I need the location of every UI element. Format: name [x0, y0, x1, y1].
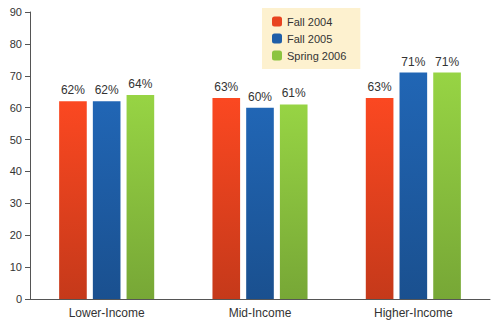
svg-text:Mid-Income: Mid-Income	[229, 306, 292, 320]
svg-text:80: 80	[10, 38, 22, 50]
svg-text:60%: 60%	[248, 90, 272, 104]
svg-text:Fall 2005: Fall 2005	[287, 33, 332, 45]
svg-text:30: 30	[10, 197, 22, 209]
svg-text:Fall 2004: Fall 2004	[287, 16, 332, 28]
svg-text:60: 60	[10, 102, 22, 114]
svg-text:40: 40	[10, 165, 22, 177]
svg-text:70: 70	[10, 70, 22, 82]
svg-text:63%: 63%	[368, 80, 392, 94]
svg-text:61%: 61%	[282, 86, 306, 100]
svg-text:Spring 2006: Spring 2006	[287, 50, 346, 62]
svg-text:10: 10	[10, 261, 22, 273]
svg-text:Higher-Income: Higher-Income	[374, 306, 453, 320]
svg-text:64%: 64%	[128, 77, 152, 91]
svg-text:71%: 71%	[401, 55, 425, 69]
svg-text:90: 90	[10, 6, 22, 18]
svg-text:63%: 63%	[214, 80, 238, 94]
svg-text:50: 50	[10, 134, 22, 146]
svg-text:20: 20	[10, 229, 22, 241]
svg-text:Lower-Income: Lower-Income	[69, 306, 145, 320]
svg-text:0: 0	[16, 293, 22, 305]
svg-text:62%: 62%	[95, 83, 119, 97]
svg-text:62%: 62%	[61, 83, 85, 97]
svg-text:71%: 71%	[435, 55, 459, 69]
